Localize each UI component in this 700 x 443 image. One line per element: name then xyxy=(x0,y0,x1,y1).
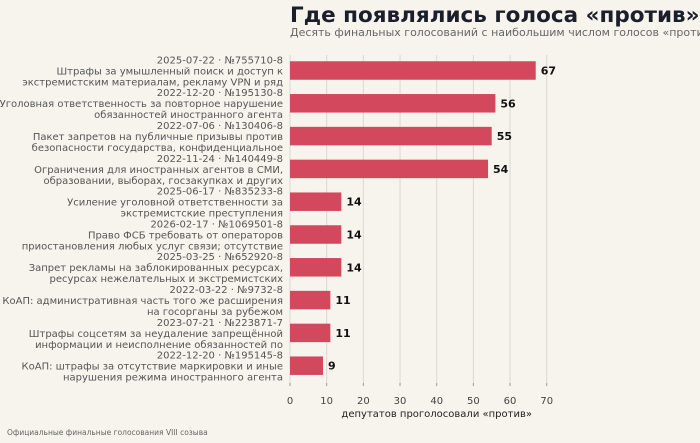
category-label: Уголовная ответственность за повторное н… xyxy=(0,99,283,110)
category-label: экстремистские преступления xyxy=(121,209,284,220)
bar xyxy=(290,323,331,343)
bar xyxy=(290,126,492,146)
chart-title: Где появлялись голоса «против» xyxy=(290,3,700,28)
category-label: Пакет запретов на публичные призывы прот… xyxy=(33,132,283,143)
x-tick-label: 10 xyxy=(320,396,333,407)
value-label: 11 xyxy=(335,327,350,340)
category-label: приостановления любых услуг связи; отсут… xyxy=(22,241,283,252)
bar xyxy=(290,94,496,113)
category-label: 2025-07-22 · №755710-8 xyxy=(157,55,283,66)
bar xyxy=(290,356,324,375)
bar xyxy=(290,225,342,244)
bar xyxy=(290,159,489,179)
x-tick-label: 60 xyxy=(504,396,517,407)
category-label: Штрафы за умышленный поиск и доступ к xyxy=(56,66,283,77)
value-label: 67 xyxy=(541,65,556,78)
category-label: информации и неисполнение обязанностей п… xyxy=(35,340,283,351)
value-label: 14 xyxy=(346,229,362,242)
chart-subtitle: Десять финальных голосований с наибольши… xyxy=(290,26,700,39)
category-label: 2022-07-06 · №130406-8 xyxy=(157,121,283,132)
bar xyxy=(290,61,536,80)
category-label: Усиление уголовной ответственности за xyxy=(67,198,283,209)
category-label: 2022-12-20 · №195145-8 xyxy=(157,351,283,362)
bar xyxy=(290,290,331,310)
category-label: Штрафы соцсетям за неудаление запрещённо… xyxy=(29,329,283,340)
x-tick-label: 0 xyxy=(287,396,293,407)
value-label: 9 xyxy=(328,360,336,373)
category-label: 2023-07-21 · №223871-7 xyxy=(157,318,283,329)
x-tick-label: 40 xyxy=(430,396,443,407)
value-label: 55 xyxy=(497,130,512,143)
category-label: 2025-06-17 · №835233-8 xyxy=(157,187,283,198)
category-label: Запрет рекламы на заблокированных ресурс… xyxy=(29,263,283,274)
bar xyxy=(290,258,342,277)
value-label: 14 xyxy=(346,261,362,274)
footer-note: Официальные финальные голосования VIII с… xyxy=(7,428,208,437)
x-axis-title: депутатов проголосовали «против» xyxy=(341,409,532,420)
category-label: 2022-11-24 · №140449-8 xyxy=(157,154,283,165)
category-label: 2025-03-25 · №652920-8 xyxy=(157,252,283,263)
value-label: 11 xyxy=(335,294,350,307)
x-tick-label: 20 xyxy=(357,396,370,407)
category-label: 2022-03-22 · №9732-8 xyxy=(170,285,283,296)
category-label: обязанностей иностранного агента xyxy=(94,110,283,121)
value-label: 56 xyxy=(500,97,516,110)
value-label: 14 xyxy=(346,196,362,209)
category-label: на госорганы за рубежом xyxy=(147,307,283,318)
category-label: образовании, выборах, госзакупках и друг… xyxy=(43,176,283,187)
category-label: КоАП: штрафы за отсутствие маркировки и … xyxy=(22,362,283,373)
x-tick-label: 50 xyxy=(467,396,480,407)
category-label: 2022-12-20 · №195130-8 xyxy=(157,88,283,99)
value-label: 54 xyxy=(493,163,509,176)
category-label: 2026-02-17 · №1069501-8 xyxy=(150,219,283,230)
category-label: экстремистским материалам, рекламу VPN и… xyxy=(22,77,283,88)
x-tick-label: 30 xyxy=(394,396,407,407)
category-label: Право ФСБ требовать от операторов xyxy=(88,230,283,241)
x-tick-label: 70 xyxy=(540,396,553,407)
category-label: ресурсах нежелательных и экстремистских xyxy=(49,274,283,285)
category-label: безопасности государства, конфиденциальн… xyxy=(32,143,283,154)
category-label: Ограничения для иностранных агентов в СМ… xyxy=(34,165,283,176)
bar xyxy=(290,192,342,211)
category-label: КоАП: административная часть того же рас… xyxy=(2,296,283,307)
category-label: нарушения режима иностранного агента xyxy=(63,373,283,384)
